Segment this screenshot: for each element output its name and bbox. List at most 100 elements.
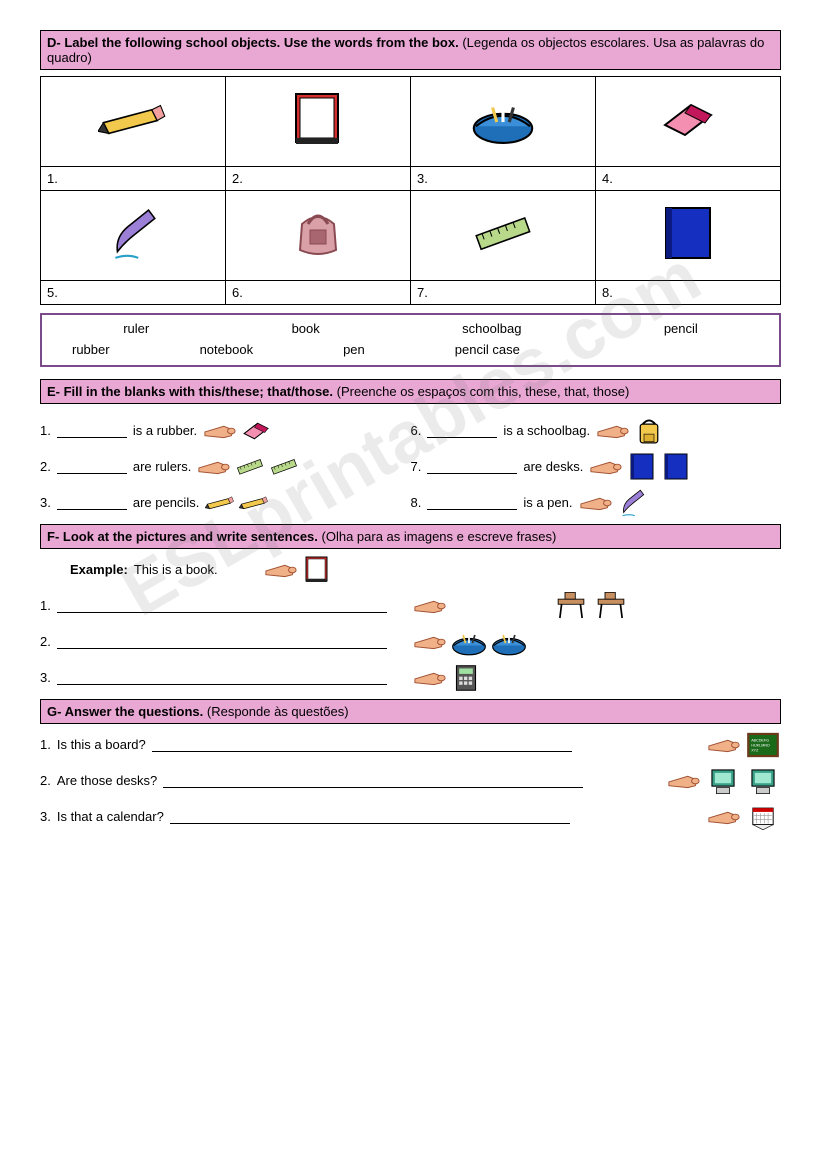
- g2-q: Are those desks?: [57, 773, 157, 788]
- e2-text: are rulers.: [133, 459, 192, 474]
- cell-img-2: [226, 77, 411, 167]
- e8-text: is a pen.: [523, 495, 572, 510]
- e-line-1: 1. is a rubber.: [40, 416, 411, 446]
- computer-icon: [705, 767, 741, 795]
- word-pencil: pencil: [664, 319, 698, 340]
- e3-blank[interactable]: [57, 496, 127, 510]
- word-rubber: rubber: [72, 340, 110, 361]
- hand-icon: [707, 808, 741, 826]
- e1-blank[interactable]: [57, 424, 127, 438]
- label-8[interactable]: 8.: [596, 281, 781, 305]
- word-ruler: ruler: [123, 319, 149, 340]
- e-line-6: 6. is a schoolbag.: [411, 416, 782, 446]
- hand-icon: [413, 669, 447, 687]
- ruler-icon: [235, 452, 265, 482]
- e7-blank[interactable]: [427, 460, 517, 474]
- cell-img-4: [596, 77, 781, 167]
- f-line-1: 1.: [40, 591, 781, 621]
- e8-blank[interactable]: [427, 496, 517, 510]
- word-box: ruler book schoolbag pencil rubber noteb…: [40, 313, 781, 367]
- e2-blank[interactable]: [57, 460, 127, 474]
- hand-icon: [667, 772, 701, 790]
- word-book: book: [292, 319, 320, 340]
- label-1[interactable]: 1.: [41, 167, 226, 191]
- notebook-icon: [627, 452, 657, 482]
- label-7[interactable]: 7.: [411, 281, 596, 305]
- board-icon: [745, 731, 781, 759]
- f1-blank[interactable]: [57, 599, 387, 613]
- label-3[interactable]: 3.: [411, 167, 596, 191]
- g1-num: 1.: [40, 737, 51, 752]
- calculator-icon: [451, 663, 481, 693]
- f-example: Example: This is a book.: [40, 555, 781, 585]
- pencilcase-icon: [491, 628, 527, 656]
- cell-img-5: [41, 191, 226, 281]
- g3-num: 3.: [40, 809, 51, 824]
- cell-img-3: [411, 77, 596, 167]
- e1-text: is a rubber.: [133, 423, 197, 438]
- objects-grid: 1. 2. 3. 4. 5. 6. 7. 8.: [40, 76, 781, 305]
- word-pen: pen: [343, 340, 365, 361]
- ruler-icon: [471, 216, 535, 252]
- label-2[interactable]: 2.: [226, 167, 411, 191]
- word-schoolbag: schoolbag: [462, 319, 521, 340]
- pencil-icon: [98, 100, 168, 140]
- hand-icon: [707, 736, 741, 754]
- f1-num: 1.: [40, 598, 51, 613]
- e8-num: 8.: [411, 495, 422, 510]
- section-d-header: D- Label the following school objects. U…: [40, 30, 781, 70]
- g-line-1: 1. Is this a board?: [40, 730, 781, 760]
- section-g-header: G- Answer the questions. (Responde às qu…: [40, 699, 781, 724]
- f2-blank[interactable]: [57, 635, 387, 649]
- g2-blank[interactable]: [163, 774, 583, 788]
- f-line-3: 3.: [40, 663, 781, 693]
- notebook-icon: [661, 452, 691, 482]
- e2-num: 2.: [40, 459, 51, 474]
- e-line-8: 8. is a pen.: [411, 488, 782, 518]
- section-e-title: E- Fill in the blanks with this/these; t…: [47, 384, 333, 399]
- book-icon: [302, 555, 332, 585]
- section-f-header: F- Look at the pictures and write senten…: [40, 524, 781, 549]
- f-example-text: This is a book.: [134, 562, 218, 577]
- label-6[interactable]: 6.: [226, 281, 411, 305]
- e-line-7: 7. are desks.: [411, 452, 782, 482]
- f2-num: 2.: [40, 634, 51, 649]
- section-f-subtitle: (Olha para as imagens e escreve frases): [318, 529, 556, 544]
- label-4[interactable]: 4.: [596, 167, 781, 191]
- pencil-icon: [239, 488, 269, 518]
- g1-blank[interactable]: [152, 738, 572, 752]
- e6-blank[interactable]: [427, 424, 497, 438]
- hand-icon: [203, 422, 237, 440]
- g2-num: 2.: [40, 773, 51, 788]
- section-f-title: F- Look at the pictures and write senten…: [47, 529, 318, 544]
- hand-icon: [589, 458, 623, 476]
- e7-num: 7.: [411, 459, 422, 474]
- notebook-icon: [660, 204, 716, 264]
- hand-icon: [413, 633, 447, 651]
- section-g-title: G- Answer the questions.: [47, 704, 203, 719]
- desk-icon: [553, 592, 589, 620]
- f-example-label: Example:: [70, 562, 128, 577]
- cell-img-6: [226, 191, 411, 281]
- cell-img-8: [596, 191, 781, 281]
- cell-img-7: [411, 191, 596, 281]
- e-line-2: 2. are rulers.: [40, 452, 411, 482]
- e-line-3: 3. are pencils.: [40, 488, 411, 518]
- schoolbag-icon: [288, 206, 348, 262]
- word-pencilcase: pencil case: [455, 340, 520, 361]
- hand-icon: [197, 458, 231, 476]
- f3-blank[interactable]: [57, 671, 387, 685]
- pen-icon: [617, 488, 647, 518]
- pencilcase-icon: [468, 95, 538, 145]
- g3-blank[interactable]: [170, 810, 570, 824]
- book-icon: [290, 90, 346, 150]
- g1-q: Is this a board?: [57, 737, 146, 752]
- schoolbag-icon: [634, 416, 664, 446]
- section-e-header: E- Fill in the blanks with this/these; t…: [40, 379, 781, 404]
- e7-text: are desks.: [523, 459, 583, 474]
- hand-icon: [413, 597, 447, 615]
- section-e-subtitle: (Preenche os espaços com this, these, th…: [333, 384, 629, 399]
- e3-text: are pencils.: [133, 495, 199, 510]
- label-5[interactable]: 5.: [41, 281, 226, 305]
- section-g-subtitle: (Responde às questões): [203, 704, 348, 719]
